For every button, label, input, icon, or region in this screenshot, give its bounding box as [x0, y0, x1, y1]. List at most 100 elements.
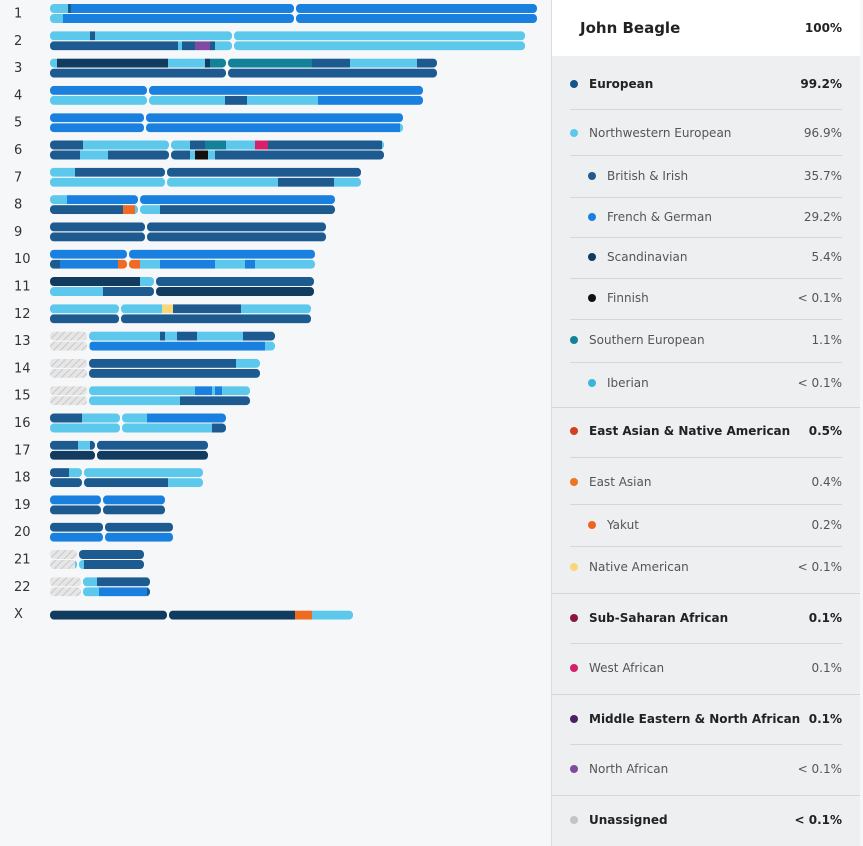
chromosome-label: 18: [14, 471, 31, 486]
chromosome-segment: [50, 150, 80, 160]
color-dot: [570, 765, 578, 773]
divider: [552, 407, 860, 408]
chromosome-label: 21: [14, 553, 31, 568]
chromosome-strand: [50, 14, 537, 23]
chromosome-segment: [212, 423, 226, 433]
chromosome-segment: [160, 205, 335, 215]
chromosome-segment: [205, 140, 226, 150]
color-dot: [570, 80, 578, 88]
chromosome-segment: [118, 259, 140, 269]
chromosome-segment: [236, 358, 260, 368]
chromosome-strand: [50, 505, 165, 515]
ancestry-row: Yakut 0.2%: [552, 515, 860, 535]
divider: [570, 744, 842, 745]
ancestry-panel: John Beagle 100% European 99.2% Northweste…: [551, 0, 860, 846]
ancestry-label: Unassigned: [589, 813, 668, 827]
chromosome-segment: [90, 341, 265, 351]
ancestry-row: Finnish < 0.1%: [552, 288, 860, 308]
ancestry-row: North African < 0.1%: [552, 759, 860, 779]
chromosome-segment: [97, 577, 150, 587]
chromosome-strand: [50, 560, 144, 569]
chromosome-strand: [50, 232, 326, 242]
chromosome-segment: [155, 287, 314, 296]
chromosome-segment: [82, 577, 97, 587]
chromosome-segment: [195, 41, 210, 51]
color-dot: [570, 664, 578, 672]
chromosome-segment: [278, 177, 294, 187]
chromosome-segment: [50, 232, 326, 242]
ancestry-label: Sub-Saharan African: [589, 611, 729, 625]
chromosome-segment: [215, 386, 222, 396]
ancestry-label: Yakut: [607, 518, 639, 532]
chromosome-strand: [50, 4, 537, 13]
chromosome-segment: [215, 150, 384, 160]
ancestry-label: British & Irish: [607, 169, 689, 183]
chromosome-segment: [80, 150, 108, 160]
chromosome-segment: [68, 4, 71, 13]
chromosome-strand: [50, 249, 315, 259]
chromosome-segment: [83, 140, 190, 150]
chromosome-segment: [50, 577, 82, 587]
chromosome-segment: [108, 150, 190, 160]
chromosome-strand: [50, 478, 203, 488]
chromosome-strand: [50, 167, 361, 177]
chromosome-segment: [50, 68, 437, 78]
chromosome-segment: [160, 331, 165, 341]
chromosome-segment: [294, 177, 334, 187]
chromosome-segment: [87, 331, 160, 341]
divider: [570, 278, 842, 279]
ancestry-label: French & German: [607, 210, 712, 224]
chromosome-segment: [50, 532, 173, 542]
chromosome-label: 12: [14, 307, 31, 322]
chromosome-label: 1: [14, 7, 22, 22]
chromosome-segment: [75, 167, 361, 177]
chromosome-segment: [67, 195, 335, 205]
chromosome-segment: [75, 560, 84, 569]
chromosome-segment: [63, 14, 537, 23]
chromosome-segment: [382, 140, 384, 150]
chromosome-segment: [88, 386, 195, 396]
chromosome-segment: [50, 331, 87, 341]
chromosome-segment: [150, 413, 226, 423]
chromosome-segment: [87, 341, 90, 351]
chromosome-strand: [50, 123, 403, 133]
chromosome-strand: [50, 368, 260, 378]
chromosome-segment: [160, 259, 215, 269]
chromosome-segment: [50, 478, 168, 488]
ancestry-value: 96.9%: [803, 126, 842, 140]
chromosome-label: 7: [14, 170, 22, 185]
chromosome-segment: [50, 560, 75, 569]
chromosome-segment: [140, 259, 160, 269]
divider: [552, 593, 860, 594]
ancestry-value: < 0.1%: [797, 560, 842, 574]
chromosome-segment: [50, 249, 315, 259]
chromosome-segment: [69, 468, 203, 478]
chromosome-strand: [50, 85, 423, 95]
ancestry-label: Native American: [589, 560, 689, 574]
color-dot: [570, 478, 578, 486]
ancestry-label: West African: [589, 661, 665, 675]
chromosome-segment: [243, 331, 275, 341]
chromosome-label: 16: [14, 416, 31, 431]
chromosome-strand: [50, 58, 437, 68]
chromosome-label: 2: [14, 34, 22, 49]
chromosome-label: X: [14, 607, 23, 622]
ancestry-row: Unassigned < 0.1%: [552, 810, 860, 830]
chromosome-segment: [50, 177, 278, 187]
chromosome-segment: [168, 478, 203, 488]
chromosome-strand: [50, 396, 250, 406]
chromosome-label: 17: [14, 443, 31, 458]
chromosome-segment: [417, 58, 437, 68]
person-name: John Beagle: [580, 19, 681, 37]
divider: [570, 197, 842, 198]
divider: [570, 237, 842, 238]
ancestry-value: 0.2%: [811, 518, 843, 532]
chromosome-segment: [241, 304, 311, 314]
chromosome-segment: [50, 440, 78, 450]
chromosome-segment: [180, 396, 250, 406]
color-dot: [570, 816, 578, 824]
ancestry-row: Scandinavian 5.4%: [552, 247, 860, 267]
ancestry-value: 0.1%: [808, 712, 842, 726]
chromosome-strand: [50, 304, 311, 314]
